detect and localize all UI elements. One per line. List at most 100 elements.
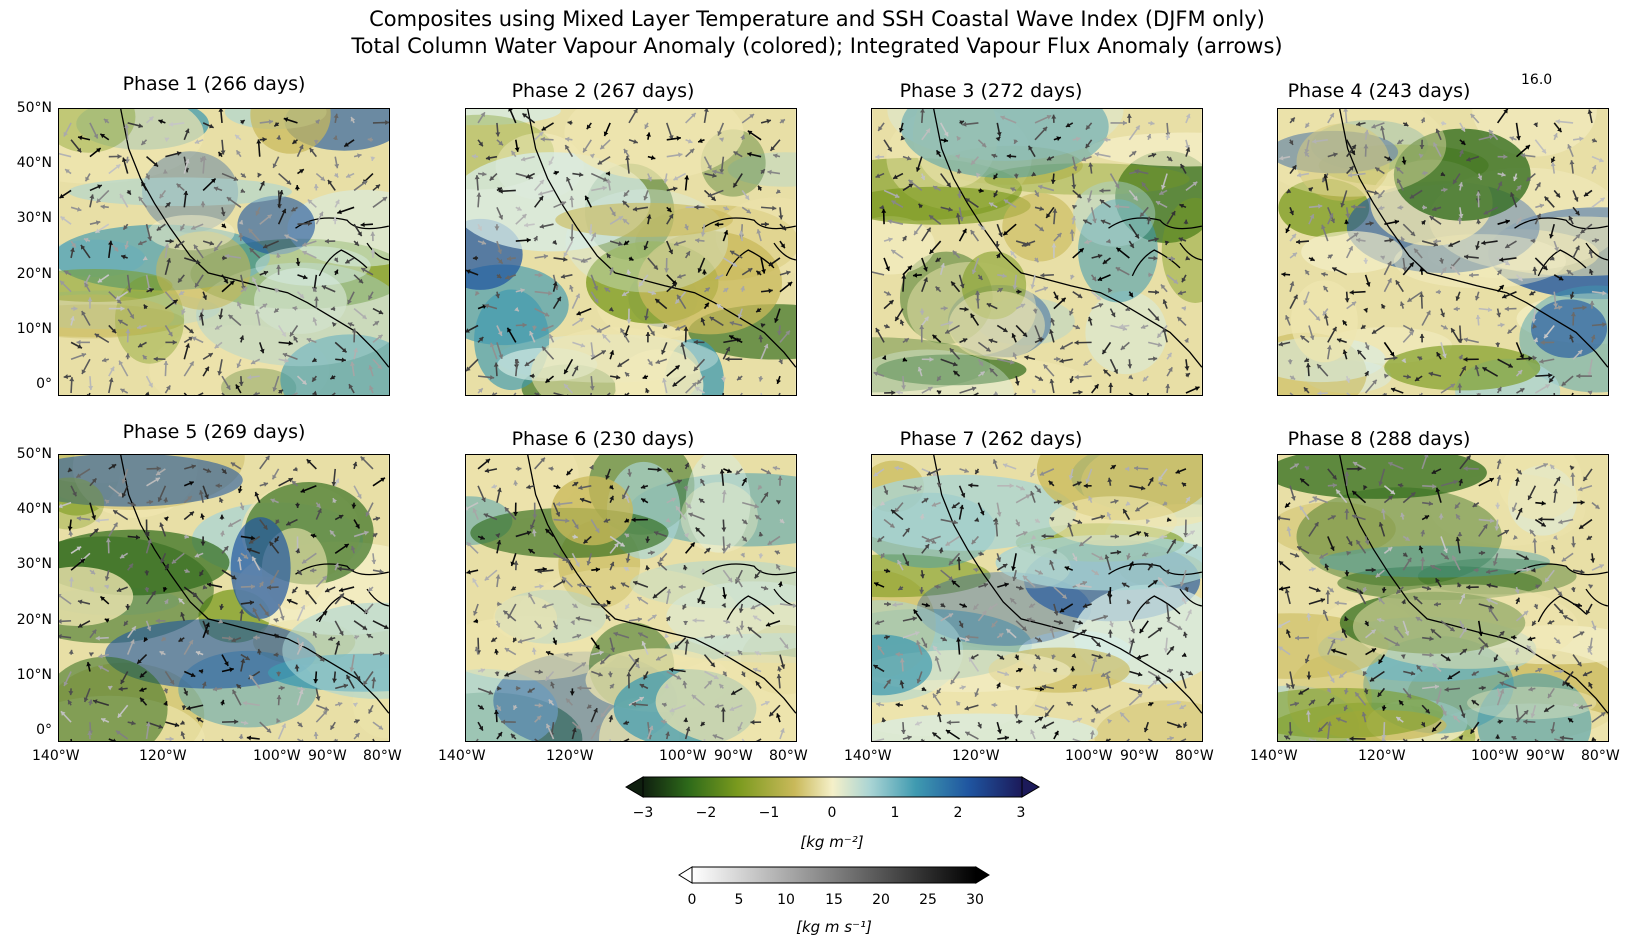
- flux-arrow-head: [96, 148, 101, 153]
- flux-arrow-head: [1430, 564, 1436, 570]
- flux-arrow-head: [226, 197, 232, 202]
- flux-arrow-head: [1294, 552, 1300, 558]
- flux-arrow-head: [163, 701, 168, 706]
- flux-arrow-head: [589, 465, 594, 470]
- lat-tick-20n-top: 20°N: [16, 266, 52, 282]
- flux-arrow-head: [932, 471, 938, 477]
- flux-arrow-head: [1334, 600, 1339, 606]
- flux-arrow-head: [1443, 187, 1448, 193]
- flux-arrow-head: [1553, 303, 1558, 308]
- flux-arrow-head: [139, 687, 145, 692]
- flux-arrow-head: [1477, 175, 1483, 181]
- flux-arrow-head: [785, 330, 790, 336]
- flux-arrow-head: [214, 343, 220, 349]
- flux-arrow-head: [511, 150, 516, 156]
- flux-arrow-head: [1423, 455, 1429, 458]
- flux-arrow-head: [1278, 515, 1281, 521]
- flux-arrow-head: [677, 294, 682, 300]
- flux-arrow-head: [1470, 113, 1476, 119]
- flux-arrow-shaft: [1126, 738, 1130, 741]
- flux-arrow-head: [902, 236, 907, 241]
- flux-arrow-head: [1305, 269, 1310, 275]
- flux-arrow-head: [1382, 393, 1388, 395]
- flux-arrow-head: [1142, 376, 1148, 382]
- flux-arrow-head: [1344, 571, 1350, 577]
- flux-arrow-head: [1364, 129, 1370, 135]
- flux-arrow-head: [623, 148, 629, 154]
- flux-arrow-head: [200, 513, 205, 519]
- flux-arrow-head: [595, 567, 600, 573]
- flux-arrow-head: [1475, 245, 1480, 250]
- flux-arrow-head: [333, 269, 339, 275]
- flux-arrow-head: [700, 478, 705, 484]
- flux-arrow-head: [1520, 152, 1526, 158]
- flux-arrow-head: [1310, 256, 1315, 262]
- flux-arrow-head: [337, 209, 342, 215]
- flux-arrow-head: [163, 688, 169, 694]
- flux-arrow-head: [570, 620, 575, 625]
- flux-arrow-head: [618, 216, 623, 221]
- flux-arrow-head: [1463, 356, 1468, 362]
- tcwv-anomaly-patch: [916, 571, 1092, 646]
- flux-arrow-head: [764, 700, 770, 706]
- flux-arrow-head: [195, 650, 201, 656]
- flux-arrow-head: [187, 496, 192, 501]
- flux-arrow-head: [292, 305, 297, 311]
- flux-arrow-head: [1135, 125, 1140, 131]
- tcwv-anomaly-patch: [995, 534, 1202, 591]
- flux-arrow-head: [569, 236, 575, 241]
- flux-arrow-head: [955, 213, 961, 218]
- flux-arrow-head: [1068, 475, 1074, 480]
- flux-arrow-head: [661, 378, 667, 383]
- flux-arrow-head: [1343, 109, 1349, 112]
- flux-arrow-head: [530, 524, 535, 530]
- flux-arrow-head: [1329, 587, 1334, 593]
- flux-arrow-head: [159, 193, 165, 199]
- flux-arrow-head: [1278, 561, 1284, 566]
- flux-arrow-head: [1458, 735, 1463, 741]
- flux-arrow-head: [302, 558, 307, 564]
- flux-arrow-head: [927, 386, 933, 392]
- flux-arrow-head: [1561, 557, 1567, 562]
- flux-arrow-head: [266, 728, 272, 733]
- flux-arrow-head: [1123, 509, 1128, 514]
- flux-arrow-head: [1360, 324, 1366, 329]
- flux-arrow-head: [707, 680, 712, 686]
- flux-arrow-head: [1343, 706, 1349, 711]
- flux-arrow-head: [566, 177, 571, 182]
- flux-arrow-head: [646, 214, 652, 219]
- flux-arrow-head: [1357, 350, 1362, 355]
- flux-arrow-head: [538, 196, 544, 201]
- flux-arrow-head: [991, 622, 997, 628]
- flux-arrow-head: [1353, 232, 1359, 238]
- flux-arrow-head: [780, 243, 785, 249]
- flux-arrow-head: [1144, 532, 1149, 538]
- flux-arrow-head: [550, 681, 555, 687]
- flux-arrow-head: [747, 151, 752, 157]
- flux-arrow-head: [473, 610, 478, 616]
- flux-arrow-head: [1458, 478, 1464, 484]
- tcwv-anomaly-patch: [1319, 545, 1550, 578]
- flux-arrow-head: [976, 172, 981, 178]
- flux-arrow-head: [143, 255, 148, 261]
- flux-arrow-head: [1006, 628, 1011, 634]
- tcwv-anomaly-patch: [1352, 584, 1579, 669]
- flux-arrow-head: [1404, 630, 1410, 636]
- flux-arrow-head: [747, 627, 753, 632]
- flux-arrow-head: [270, 498, 276, 504]
- flux-arrow-head: [738, 608, 744, 613]
- flux-arrow-head: [497, 187, 502, 192]
- flux-arrow-head: [76, 339, 81, 345]
- flux-arrow-head: [1420, 117, 1426, 123]
- flux-arrow-head: [693, 366, 699, 371]
- flux-arrow-shaft: [331, 392, 336, 395]
- flux-arrow-head: [995, 136, 1001, 142]
- flux-arrow-head: [895, 316, 900, 322]
- flux-arrow-head: [999, 655, 1005, 660]
- flux-arrow-shaft: [88, 392, 91, 395]
- flux-arrow-head: [354, 241, 359, 246]
- flux-arrow-head: [562, 576, 567, 582]
- flux-arrow-head: [1291, 233, 1296, 239]
- flux-arrow-head: [1096, 709, 1101, 714]
- flux-arrow-head: [1153, 255, 1158, 261]
